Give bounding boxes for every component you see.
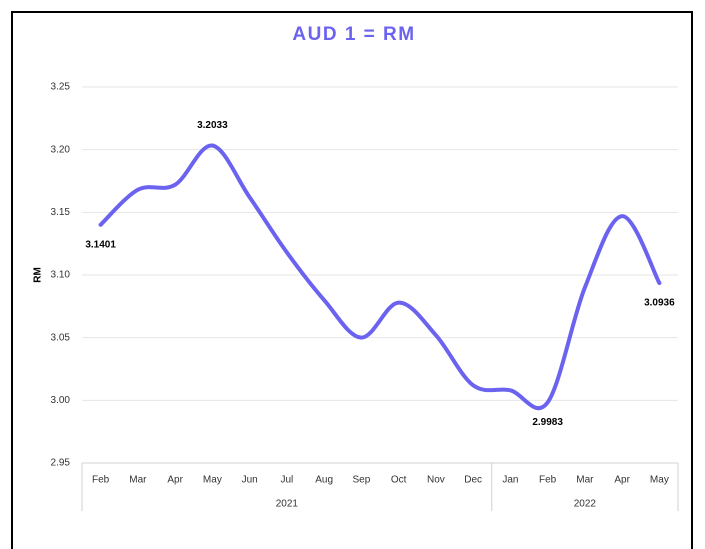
y-tick-label: 3.00 — [51, 395, 71, 406]
chart-frame — [11, 11, 693, 549]
y-tick-label: 3.10 — [51, 270, 71, 281]
x-tick-label: Feb — [539, 475, 557, 486]
x-tick-label: Sep — [352, 475, 370, 486]
x-tick-label: Dec — [464, 475, 482, 486]
data-line — [98, 143, 662, 411]
data-label: 2.9983 — [532, 417, 563, 428]
x-tick-label: Oct — [391, 475, 407, 486]
y-tick-label: 3.25 — [51, 82, 71, 93]
chart-title: AUD 1 = RM — [292, 24, 415, 45]
data-label: 3.1401 — [85, 239, 116, 250]
y-tick-label: 3.05 — [51, 332, 71, 343]
data-label: 3.2033 — [197, 120, 228, 131]
group-label: 2021 — [276, 499, 299, 510]
x-tick-label: Mar — [129, 475, 147, 486]
group-label: 2022 — [574, 499, 597, 510]
x-tick-label: Mar — [576, 475, 594, 486]
x-tick-label: Jun — [242, 475, 258, 486]
y-tick-label: 3.15 — [51, 207, 71, 218]
x-tick-label: Feb — [92, 475, 110, 486]
x-tick-label: Apr — [614, 475, 630, 486]
x-tick-label: Jul — [280, 475, 293, 486]
y-tick-label: 3.20 — [51, 144, 71, 155]
x-tick-label: May — [203, 475, 222, 486]
y-tick-label: 2.95 — [51, 458, 71, 469]
x-tick-label: Jan — [502, 475, 518, 486]
x-tick-label: Nov — [427, 475, 445, 486]
data-label: 3.0936 — [644, 298, 675, 309]
x-tick-label: Apr — [167, 475, 183, 486]
y-axis-label: RM — [33, 267, 44, 283]
x-tick-label: May — [650, 475, 669, 486]
x-tick-label: Aug — [315, 475, 333, 486]
